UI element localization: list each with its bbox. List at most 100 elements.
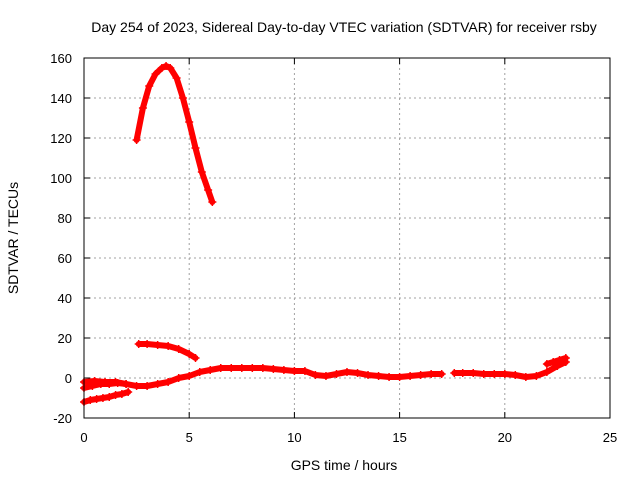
data-point: [197, 168, 206, 176]
data-point: [208, 198, 217, 206]
y-tick-label: 120: [50, 131, 72, 146]
data-point: [185, 350, 194, 358]
data-point: [490, 370, 499, 378]
data-point: [427, 370, 436, 378]
data-point: [353, 369, 362, 377]
axis-ticks: [83, 57, 611, 419]
data-point: [321, 372, 330, 380]
series-line: [133, 63, 216, 205]
data-point: [174, 345, 183, 353]
data-point: [343, 368, 351, 376]
x-tick-label: 10: [287, 430, 301, 445]
data-point: [300, 367, 309, 375]
data-point: [191, 144, 200, 152]
x-tick-label: 25: [603, 430, 617, 445]
data-point: [248, 364, 257, 372]
y-tick-label: -20: [53, 411, 72, 426]
data-point: [111, 391, 120, 399]
data-point: [143, 382, 152, 390]
data-point: [311, 371, 320, 379]
series-arc-low-start: [80, 388, 133, 406]
data-point: [185, 118, 194, 126]
chart-title: Day 254 of 2023, Sidereal Day-to-day VTE…: [91, 19, 597, 35]
data-point: [172, 74, 181, 82]
y-tick-label: 160: [50, 51, 72, 66]
data-point: [479, 370, 488, 378]
data-point: [90, 377, 99, 385]
data-point: [437, 370, 446, 378]
data-point: [269, 365, 278, 373]
data-point: [542, 368, 551, 376]
data-point: [521, 373, 530, 381]
data-point: [101, 378, 110, 386]
data-point: [511, 371, 520, 379]
data-series: [80, 62, 570, 406]
data-point: [561, 354, 570, 362]
data-point: [532, 372, 541, 380]
y-tick-label: 20: [58, 331, 72, 346]
data-point: [143, 340, 152, 348]
data-point: [206, 366, 215, 374]
grid-lines: [84, 58, 610, 418]
data-point: [153, 341, 162, 349]
data-point: [185, 372, 194, 380]
data-point: [332, 370, 341, 378]
series-line: [543, 355, 569, 367]
data-point: [227, 364, 236, 372]
data-point: [98, 394, 107, 402]
data-point: [500, 370, 509, 378]
data-point: [406, 372, 415, 380]
plot-frame: [83, 57, 611, 419]
data-point: [237, 364, 246, 372]
y-tick-label: 0: [65, 371, 72, 386]
data-point: [92, 395, 101, 403]
data-point: [151, 70, 160, 78]
data-point: [162, 62, 171, 70]
data-point: [279, 366, 288, 374]
data-point: [132, 382, 141, 390]
y-tick-label: 140: [50, 91, 72, 106]
data-point: [416, 371, 425, 379]
data-point: [124, 388, 133, 396]
data-point: [364, 371, 373, 379]
data-point: [164, 342, 173, 350]
data-point: [195, 368, 204, 376]
data-point: [549, 358, 558, 366]
data-point: [469, 369, 478, 377]
series-arc-end: [542, 354, 570, 368]
series-arc-main: [80, 364, 446, 390]
y-tick-label: 40: [58, 291, 72, 306]
y-tick-label: 100: [50, 171, 72, 186]
series-arc-high: [132, 62, 217, 206]
y-axis-label: SDTVAR / TECUs: [5, 182, 21, 294]
x-tick-label: 5: [186, 430, 193, 445]
data-point: [374, 372, 383, 380]
data-point: [134, 340, 143, 348]
data-point: [191, 354, 200, 362]
data-point: [117, 390, 126, 398]
x-tick-label: 15: [392, 430, 406, 445]
data-point: [157, 64, 166, 72]
series-arc-late: [450, 358, 570, 381]
data-point: [385, 373, 394, 381]
data-point: [290, 367, 299, 375]
data-point: [166, 64, 175, 72]
y-tick-label: 80: [58, 211, 72, 226]
data-point: [153, 380, 162, 388]
data-point: [258, 364, 267, 372]
data-point: [145, 82, 154, 90]
data-point: [86, 396, 95, 404]
x-tick-labels: 0 5 10 15 20 25: [80, 430, 617, 445]
data-point: [450, 369, 459, 377]
y-tick-label: 60: [58, 251, 72, 266]
data-point: [122, 380, 131, 388]
x-axis-label: GPS time / hours: [291, 457, 398, 473]
y-tick-labels: -20 0 20 40 60 80 100 120 140 160: [50, 51, 72, 426]
data-point: [111, 378, 120, 386]
data-point: [216, 364, 225, 372]
data-point: [555, 356, 564, 364]
x-tick-label: 0: [80, 430, 87, 445]
data-point: [132, 136, 141, 144]
data-point: [542, 360, 551, 368]
